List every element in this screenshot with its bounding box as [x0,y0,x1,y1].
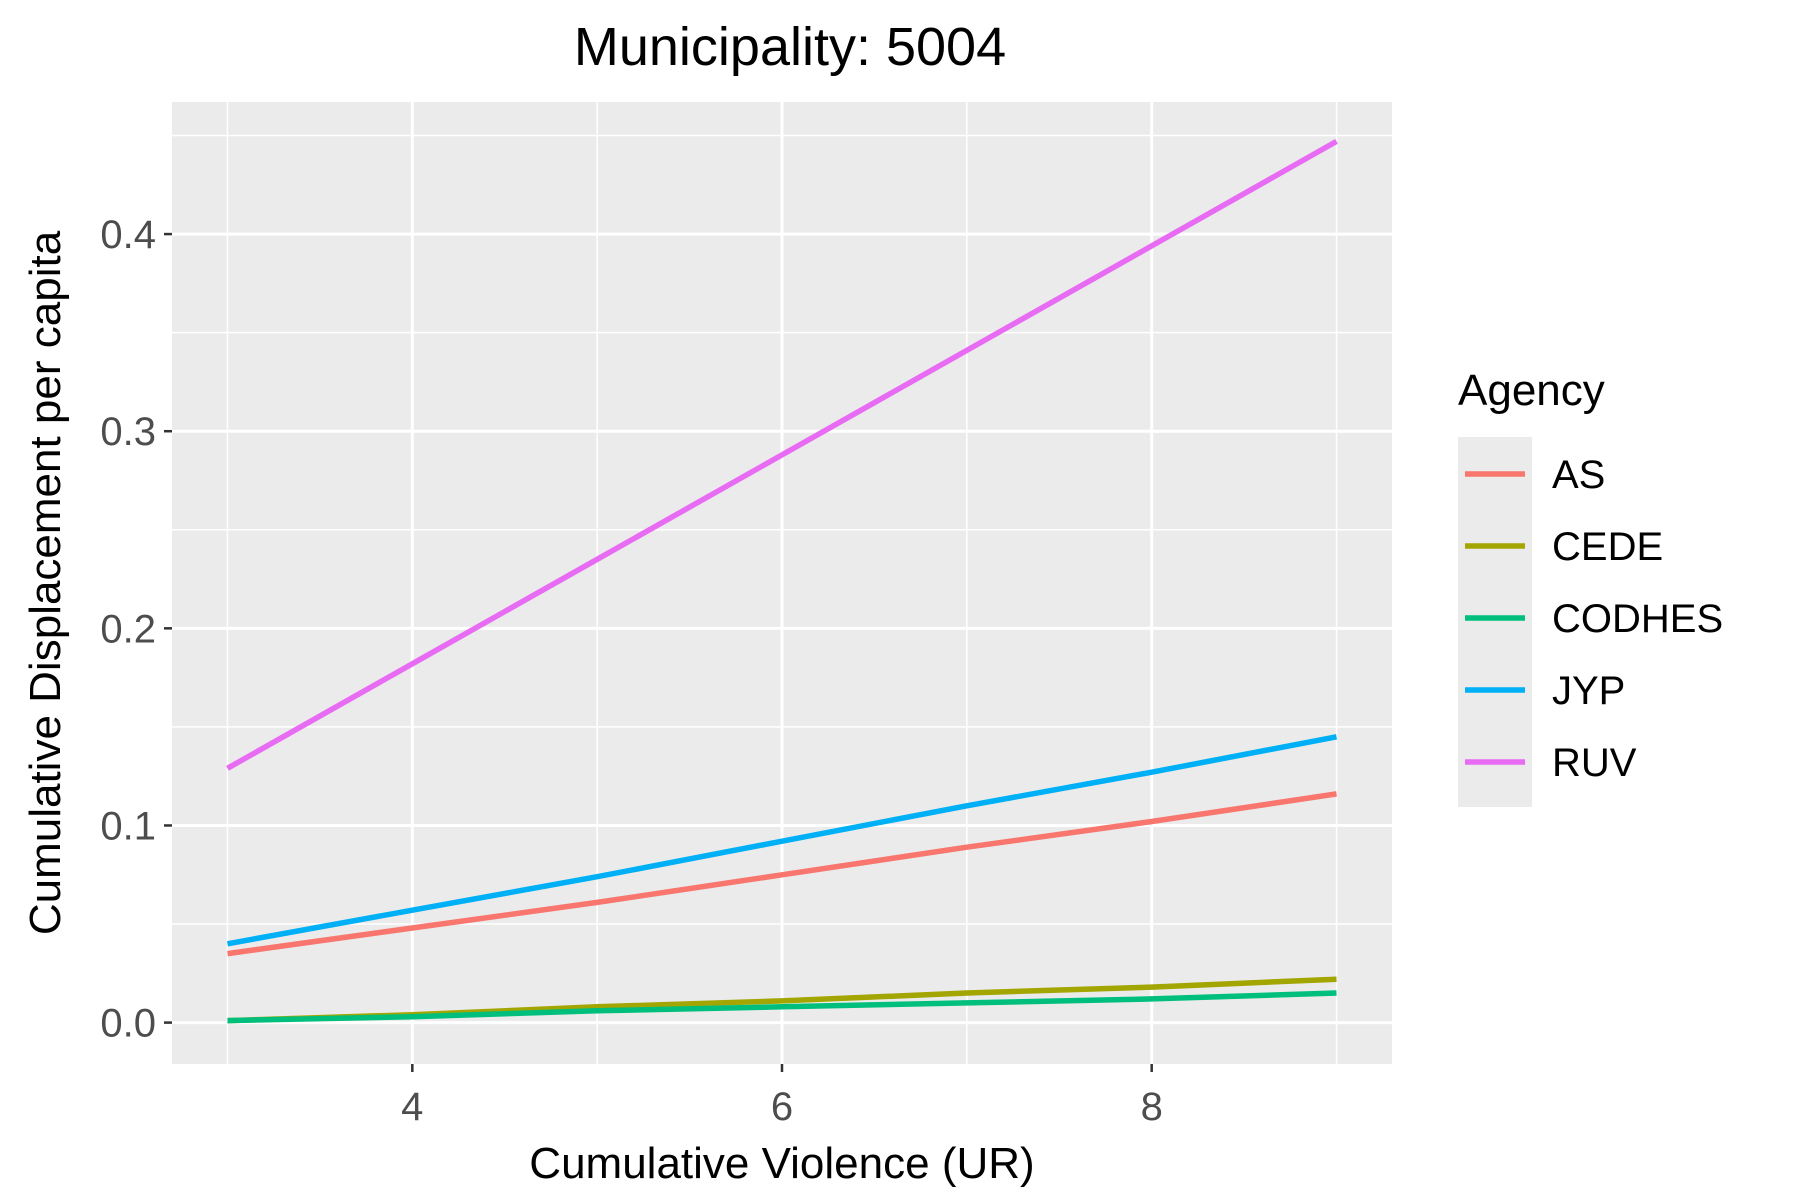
chart-title: Municipality: 5004 [574,17,1006,77]
y-tick-label: 0.2 [100,607,156,651]
legend-label-cede: CEDE [1552,525,1663,569]
x-tick-label: 4 [401,1085,423,1129]
y-tick-label: 0.0 [100,1002,156,1046]
legend-title: Agency [1458,366,1605,415]
legend-label-ruv: RUV [1552,741,1637,785]
series-line-codhes [227,990,1337,1024]
y-axis: 0.0 0.1 0.2 0.3 0.4 [100,213,172,1046]
series-line-jyp [227,734,1338,947]
y-tick-label: 0.3 [100,410,156,454]
x-axis: 4 6 8 [401,1064,1163,1129]
legend-label-as: AS [1552,453,1605,497]
series-line-ruv [226,139,1338,771]
legend-items: AS CEDE CODHES JYP RUV [1465,453,1723,785]
series-line-as [227,791,1337,957]
y-axis-title: Cumulative Displacement per capita [21,230,70,935]
legend-key-background [1458,437,1532,807]
x-axis-title: Cumulative Violence (UR) [529,1139,1034,1188]
y-tick-label: 0.1 [100,804,156,848]
x-tick-label: 8 [1141,1085,1163,1129]
legend-label-codhes: CODHES [1552,597,1723,641]
series-lines [226,139,1338,1024]
legend-label-jyp: JYP [1552,669,1625,713]
grid-major [172,102,1392,1064]
y-tick-label: 0.4 [100,213,156,257]
legend: Agency AS CEDE CODHES JYP RUV [1458,366,1723,807]
x-tick-label: 6 [771,1085,793,1129]
